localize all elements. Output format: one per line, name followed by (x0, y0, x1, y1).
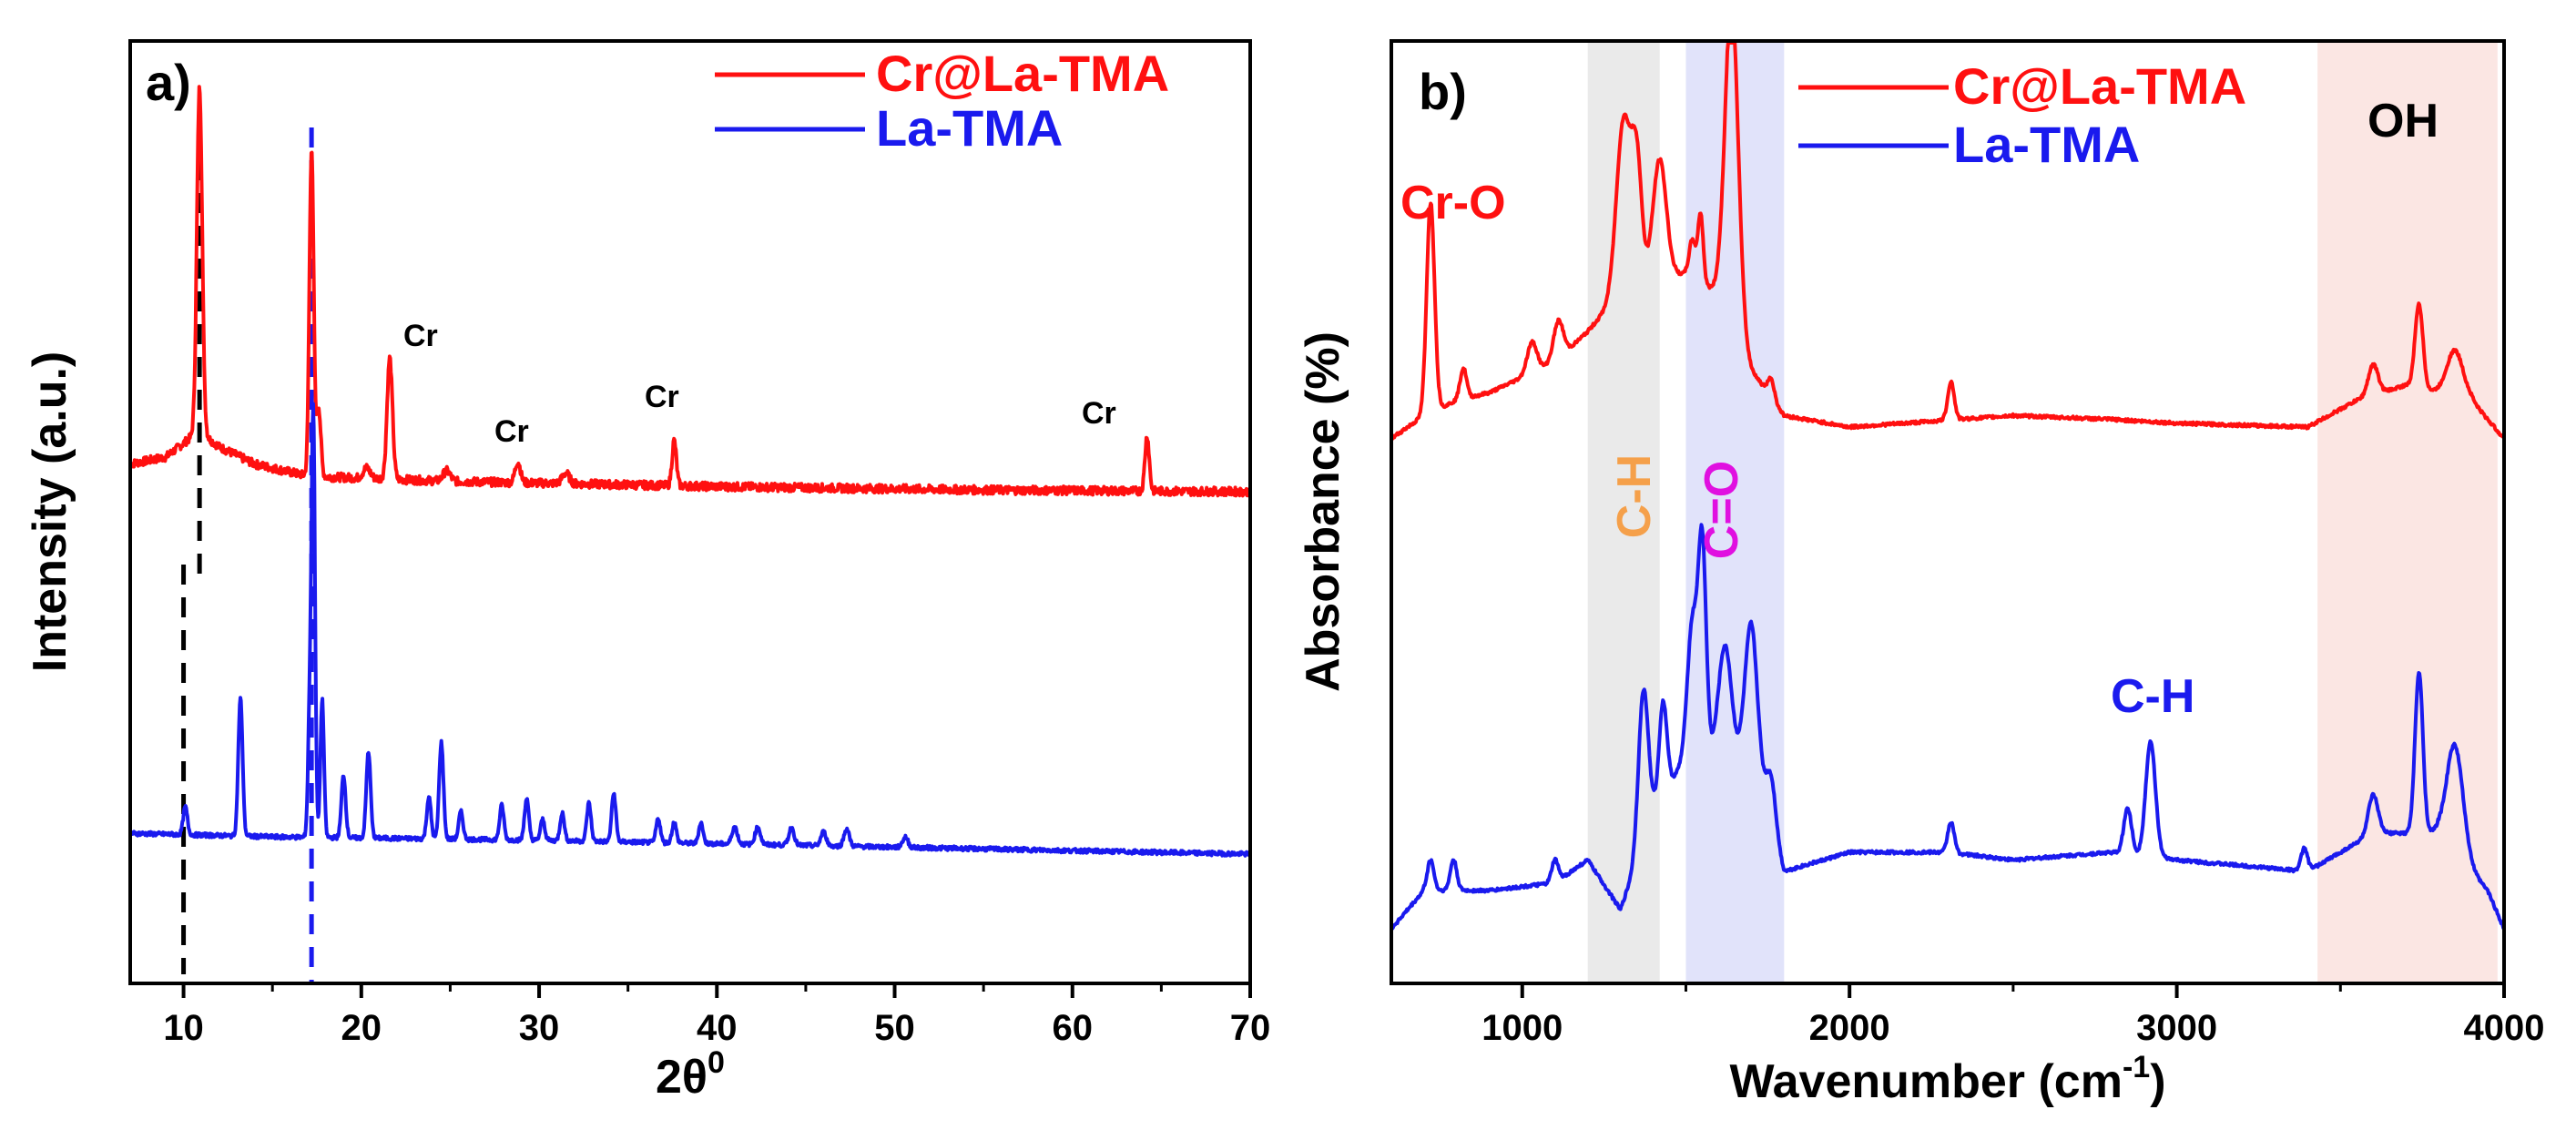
shaded-region-2 (1685, 41, 1785, 983)
shaded-region-1 (1587, 41, 1660, 983)
x-tick-label-20: 20 (341, 1008, 382, 1048)
band-label-c-h-vertical: C-H (1608, 454, 1661, 538)
x-axis-label-a: 2θ0 (656, 1045, 725, 1104)
peak-label-cr-4: Cr (1082, 396, 1116, 431)
series-line-cr-la-tma (128, 85, 1252, 498)
band-label-oh: OH (2367, 95, 2439, 148)
plot-frame-a (128, 39, 1252, 985)
legend-label-cr-la-tma-a: Cr@La-TMA (876, 45, 1169, 102)
x-tick-label-2000: 2000 (1809, 1008, 1890, 1048)
y-axis-label-a: Intensity (a.u.) (24, 351, 76, 672)
legend-label-la-tma-b: La-TMA (1953, 116, 2140, 173)
x-axis-label-b: Wavenumber (cm-1) (1729, 1050, 2165, 1108)
series-line-la-tma (1390, 523, 2506, 931)
x-tick-label-70: 70 (1230, 1008, 1271, 1048)
x-tick-label-40: 40 (697, 1008, 738, 1048)
panel-a: 10 20 30 40 50 60 70 a) Cr@La-TMA La-TMA Cr Cr… (24, 39, 1271, 1104)
y-axis-label-b: Absorbance (%) (1297, 331, 1349, 692)
peak-label-cr-2: Cr (494, 414, 529, 449)
band-label-c-o-vertical: C=O (1695, 461, 1748, 559)
shaded-region-3 (2317, 41, 2498, 983)
series-line-la-tma (128, 402, 1252, 858)
x-tick-label-50: 50 (874, 1008, 915, 1048)
band-label-c-h: C-H (2111, 670, 2194, 723)
x-tick-label-30: 30 (519, 1008, 560, 1048)
peak-label-cr-1: Cr (403, 319, 438, 353)
legend-label-cr-la-tma-b: Cr@La-TMA (1953, 57, 2246, 115)
plot-frame-b (1390, 39, 2506, 985)
panel-label-b: b) (1419, 63, 1467, 120)
x-tick-label-60: 60 (1053, 1008, 1094, 1048)
panel-label-a: a) (146, 54, 191, 111)
peak-label-cr-3: Cr (645, 380, 679, 414)
band-label-cr-o: Cr-O (1400, 177, 1506, 229)
panel-b: 1000 2000 3000 4000 b) Cr@La-TMA La-TMA Cr-… (1297, 39, 2545, 1108)
legend-label-la-tma-a: La-TMA (876, 99, 1063, 157)
series-line-cr-la-tma (1390, 41, 2506, 442)
x-tick-label-10: 10 (163, 1008, 204, 1048)
x-tick-label-1000: 1000 (1481, 1008, 1563, 1048)
x-tick-label-4000: 4000 (2464, 1008, 2545, 1048)
x-tick-label-3000: 3000 (2136, 1008, 2217, 1048)
